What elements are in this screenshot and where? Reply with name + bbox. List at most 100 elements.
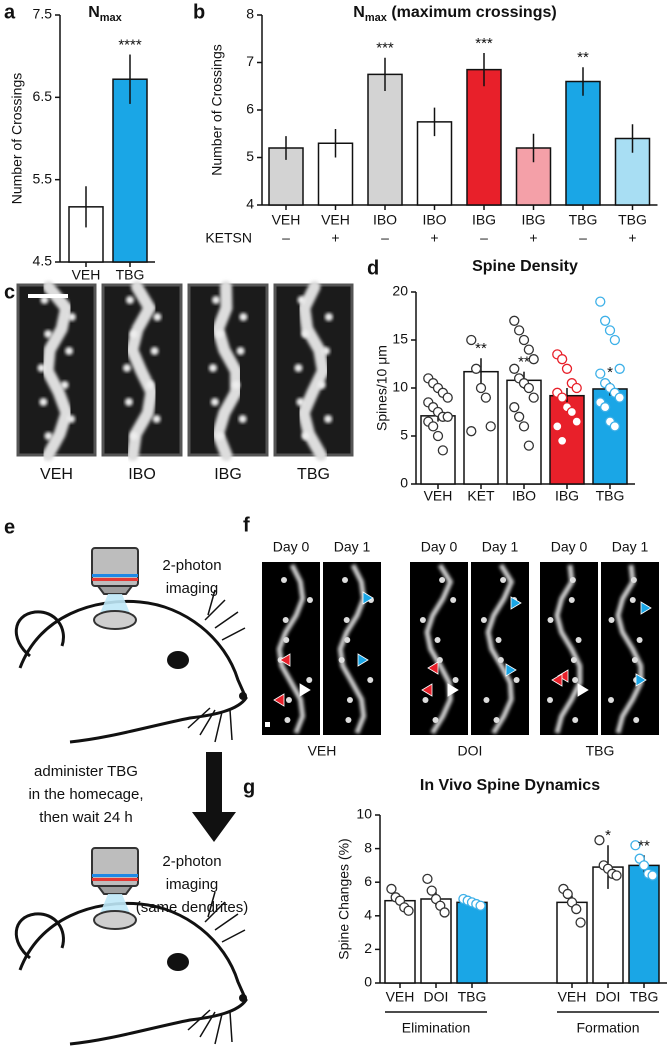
data-point — [403, 905, 414, 916]
arrowhead — [273, 693, 285, 707]
spine — [633, 717, 640, 723]
arrowhead — [551, 673, 563, 687]
data-point — [556, 392, 568, 403]
data-point — [513, 325, 525, 336]
title-text: In Vivo Spine Dynamics — [420, 777, 600, 794]
x-tick-label: IBO — [512, 488, 536, 504]
spine — [297, 296, 306, 304]
chart-title: Nmax — [88, 4, 122, 24]
spine — [568, 597, 575, 603]
microscope — [91, 847, 139, 930]
spine — [345, 717, 352, 723]
spine — [575, 637, 582, 643]
image-label: VEH — [40, 466, 73, 483]
spine — [301, 330, 310, 338]
protocol-text: in the homecage, — [28, 786, 143, 803]
spine — [572, 717, 579, 723]
data-point — [594, 835, 605, 846]
data-point — [466, 334, 477, 346]
significance: ** — [475, 340, 487, 357]
y-tick-label: 7.5 — [33, 6, 53, 22]
day-label: Day 1 — [334, 539, 371, 555]
panel-label: b — [193, 1, 205, 23]
data-point — [609, 334, 621, 346]
data-point — [480, 392, 492, 403]
data-point — [595, 368, 606, 379]
bar — [565, 80, 601, 206]
spine — [215, 432, 224, 440]
title-text: N — [353, 4, 365, 21]
data-point — [614, 392, 625, 403]
spine — [450, 597, 457, 603]
x-tick-label: IBO — [373, 212, 397, 228]
data-point — [485, 421, 496, 432]
spine — [497, 657, 504, 663]
arrowhead — [362, 591, 374, 605]
bar — [556, 901, 588, 984]
panel-label: a — [4, 1, 16, 23]
data-point — [509, 315, 520, 326]
panel-label: e — [4, 516, 15, 538]
day-label: Day 0 — [551, 539, 588, 555]
data-point — [426, 885, 437, 896]
spine — [452, 677, 459, 683]
spine — [282, 617, 289, 623]
spine — [301, 432, 310, 440]
x-tick-label: IBG — [555, 488, 579, 504]
data-point — [562, 888, 573, 900]
data-point — [630, 840, 641, 851]
spine — [631, 657, 638, 663]
image-label: TBG — [586, 743, 615, 759]
significance: *** — [475, 35, 493, 52]
spine — [547, 617, 554, 623]
y-axis-label: Number of Crossings — [9, 73, 25, 205]
spine — [239, 313, 248, 321]
data-point — [609, 421, 621, 432]
data-point — [575, 917, 586, 928]
data-point — [556, 354, 568, 365]
spine — [569, 577, 576, 583]
spine — [238, 415, 247, 423]
y-tick-label: 20 — [392, 283, 408, 299]
row-value: + — [529, 230, 537, 246]
title-subscript: max — [100, 12, 123, 24]
bar — [506, 379, 542, 485]
data-point — [475, 382, 487, 394]
y-tick-label: 8 — [364, 839, 372, 855]
spine — [122, 364, 131, 372]
arrowhead — [640, 601, 652, 615]
bar — [466, 68, 502, 206]
row-value: – — [381, 230, 389, 246]
data-point — [552, 421, 563, 432]
row-value: – — [579, 230, 587, 246]
data-point — [509, 363, 520, 374]
x-tick-label: VEH — [272, 212, 301, 228]
dendrite — [276, 563, 306, 734]
data-point — [470, 363, 482, 374]
data-point — [427, 421, 439, 432]
spine — [208, 364, 217, 372]
day-label: Day 1 — [612, 539, 649, 555]
y-tick-label: 5 — [246, 148, 254, 164]
x-tick-label: TBG — [569, 212, 598, 228]
significance: ** — [518, 354, 530, 371]
data-point — [614, 363, 625, 374]
arrowhead — [577, 683, 589, 697]
x-tick-label: IBO — [422, 212, 446, 228]
row-label: KETSN — [205, 230, 252, 246]
spine — [296, 398, 305, 406]
data-point — [599, 315, 611, 326]
title-text: Spine Density — [472, 258, 578, 275]
spine — [432, 717, 439, 723]
spine — [152, 415, 161, 423]
bar — [628, 864, 660, 984]
mouse-drawing — [14, 588, 249, 744]
spine — [419, 617, 426, 623]
data-point — [513, 411, 525, 422]
row-value: + — [430, 230, 438, 246]
spine — [344, 637, 351, 643]
data-point — [647, 870, 658, 881]
scale-bar — [28, 294, 68, 298]
chart-title: Nmax (maximum crossings) — [353, 4, 556, 24]
data-point — [566, 406, 578, 418]
